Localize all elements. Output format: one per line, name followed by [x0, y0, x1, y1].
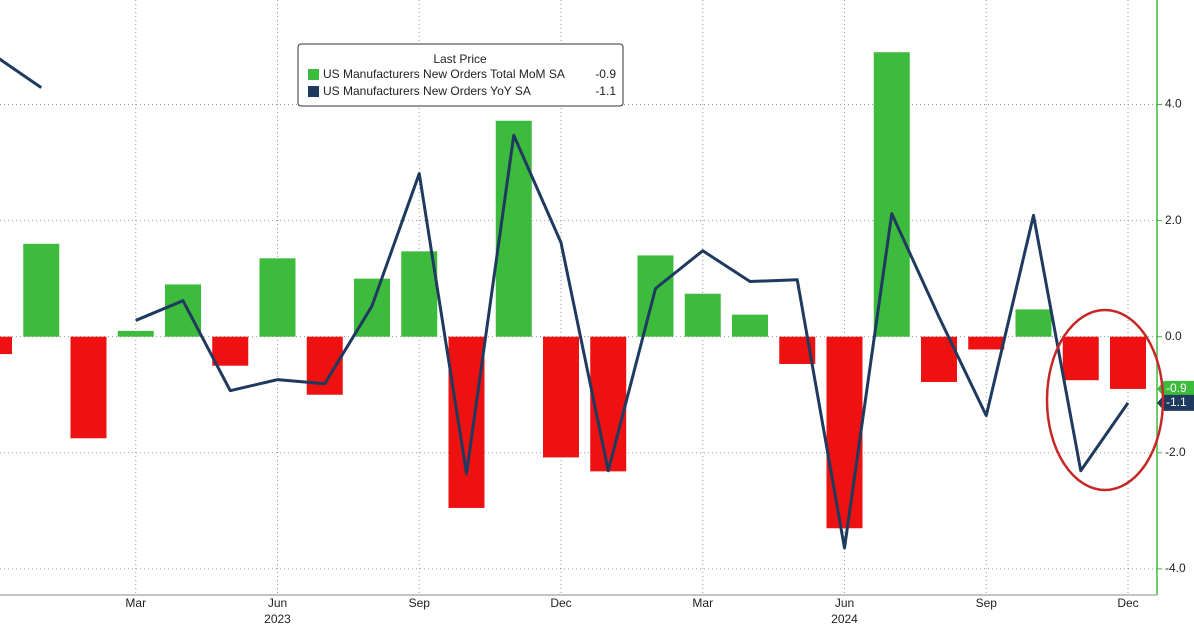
y-tick-label: 2.0 — [1165, 213, 1182, 227]
line — [0, 57, 1130, 550]
x-tick-label: Sep — [409, 596, 431, 610]
bar — [23, 243, 60, 337]
bar — [543, 336, 579, 458]
bar — [684, 293, 721, 337]
legend-value: -0.9 — [595, 67, 616, 81]
legend-value: -1.1 — [595, 84, 616, 98]
bar — [968, 336, 1005, 350]
value-tag-label: -1.1 — [1166, 395, 1187, 409]
bar — [1062, 336, 1099, 381]
bar — [637, 255, 674, 337]
legend-swatch — [308, 69, 319, 80]
bar — [1015, 309, 1052, 337]
bar — [1110, 336, 1146, 389]
bar — [448, 336, 485, 508]
x-tick-label: Sep — [976, 596, 998, 610]
y-tick-label: 0.0 — [1165, 329, 1182, 343]
bar — [590, 336, 627, 472]
bar — [165, 284, 201, 337]
value-tag-label: -0.9 — [1166, 381, 1187, 395]
x-year-label: 2023 — [264, 612, 291, 626]
bar — [401, 251, 438, 337]
bar — [117, 330, 154, 337]
x-tick-label: Dec — [550, 596, 571, 610]
bar — [732, 314, 768, 337]
x-tick-label: Dec — [1117, 596, 1138, 610]
highlight-circle — [1045, 308, 1165, 492]
x-tick-label: Jun — [268, 596, 287, 610]
legend: Last Price US Manufacturers New Orders T… — [297, 43, 624, 107]
bar — [0, 336, 12, 355]
bar — [826, 336, 863, 529]
x-year-label: 2024 — [831, 612, 858, 626]
y-tick-label: 4.0 — [1165, 97, 1182, 111]
legend-box — [297, 43, 624, 107]
bar — [259, 258, 296, 337]
bar — [212, 336, 249, 366]
bar — [70, 336, 107, 439]
y-tick-label: -2.0 — [1165, 445, 1186, 459]
legend-swatch — [308, 86, 319, 97]
x-tick-label: Jun — [835, 596, 854, 610]
legend-label: US Manufacturers New Orders YoY SA — [323, 84, 531, 98]
x-tick-label: Mar — [125, 596, 146, 610]
value-tag — [1157, 380, 1194, 397]
value-tag — [1157, 394, 1194, 411]
y-tick-label: -4.0 — [1165, 561, 1186, 575]
legend-title: Last Price — [433, 52, 487, 66]
legend-label: US Manufacturers New Orders Total MoM SA — [323, 67, 565, 81]
x-tick-label: Mar — [692, 596, 713, 610]
